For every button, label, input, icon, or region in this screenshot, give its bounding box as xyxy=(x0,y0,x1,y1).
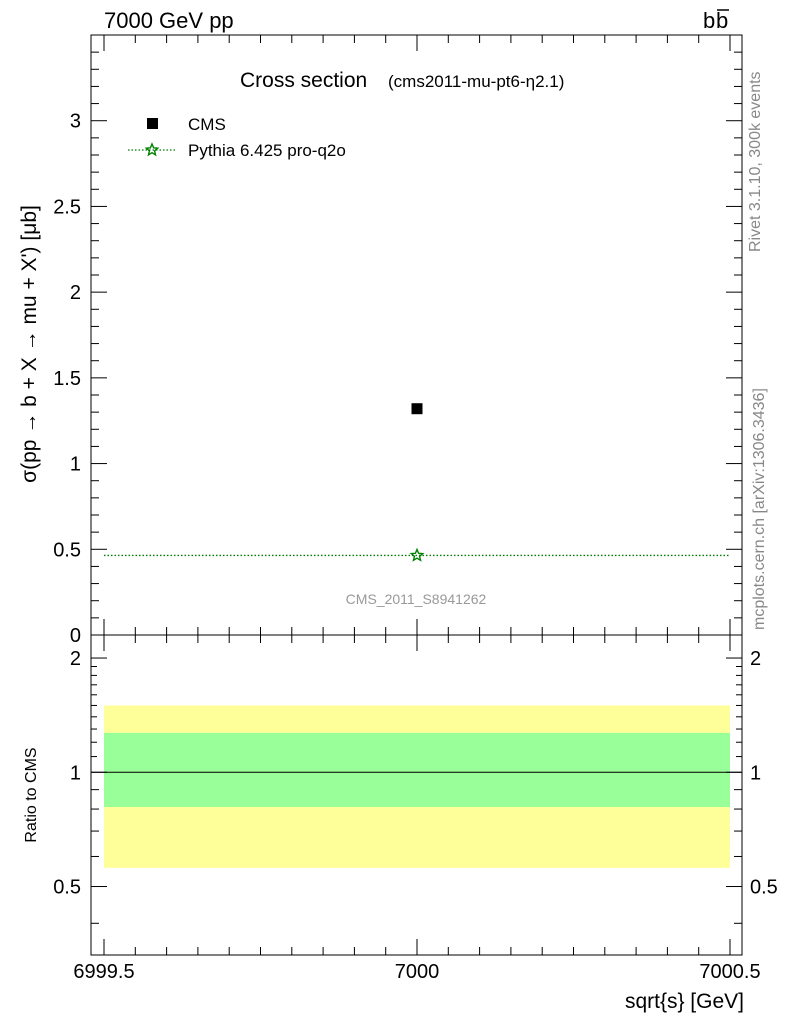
main-series-layer xyxy=(104,403,730,562)
y-tick-label: 1 xyxy=(70,454,81,476)
legend-label-pythia: Pythia 6.425 pro-q2o xyxy=(188,141,346,160)
legend-square-marker xyxy=(147,118,158,129)
x-tick-label: 7000.5 xyxy=(699,961,760,983)
ratio-y-tick-label-right: 0.5 xyxy=(750,877,778,899)
pythia-point xyxy=(409,547,425,562)
ratio-y-tick-label-right: 2 xyxy=(750,648,761,670)
ratio-x-ticks: 6999.5 7000 7000.5 xyxy=(73,635,761,983)
main-title: Cross section xyxy=(240,69,367,92)
main-y-axis-label: σ(pp → b + X → mu + X') [μb] xyxy=(18,205,41,483)
header-left: 7000 GeV pp xyxy=(104,8,234,33)
legend-entry-cms: CMS xyxy=(147,115,226,134)
y-tick-label: 2 xyxy=(70,282,81,304)
ratio-panel: 0.5 0.5 1 1 2 2 6999.5 7000 7000.5 Ratio to CMS… xyxy=(23,634,778,1013)
rivet-label: Rivet 3.1.10, 300k events xyxy=(747,71,764,252)
ratio-y-tick-label-right: 1 xyxy=(750,762,761,784)
ratio-band-inner xyxy=(104,732,730,808)
legend-entry-pythia: Pythia 6.425 pro-q2o xyxy=(128,141,346,160)
y-tick-label: 0 xyxy=(70,625,81,647)
x-tick-label: 7000 xyxy=(395,961,440,983)
watermark: CMS_2011_S8941262 xyxy=(346,591,487,607)
ratio-bands xyxy=(104,705,730,868)
main-panel: 0 0.5 1 1.5 2 2.5 3 Cross section (cms2011-mu-… xyxy=(18,34,743,647)
x-axis-label: sqrt{s} [GeV] xyxy=(625,990,744,1013)
y-tick-label: 2.5 xyxy=(53,196,81,218)
mcplots-label: mcplots.cern.ch [arXiv:1306.3436] xyxy=(751,388,768,630)
cms-data-point xyxy=(411,403,423,415)
legend-label-cms: CMS xyxy=(188,115,226,134)
y-tick-label: 3 xyxy=(70,111,81,133)
header-right-bar: b xyxy=(716,8,728,33)
legend: CMS Pythia 6.425 pro-q2o xyxy=(128,115,346,160)
y-tick-label: 0.5 xyxy=(53,539,81,561)
header-right-base: b xyxy=(703,8,715,33)
main-x-ticks xyxy=(103,35,731,635)
legend-star-marker xyxy=(144,142,160,157)
main-subtitle: (cms2011-mu-pt6-η2.1) xyxy=(388,72,564,91)
y-tick-label: 1.5 xyxy=(53,368,81,390)
ratio-y-ticks: 0.5 0.5 1 1 2 2 xyxy=(53,648,778,924)
ratio-y-tick-label-left: 2 xyxy=(70,648,81,670)
ratio-y-tick-label-left: 1 xyxy=(70,762,81,784)
ratio-y-axis-label: Ratio to CMS xyxy=(23,747,40,842)
x-tick-label: 6999.5 xyxy=(73,961,134,983)
header-right: b b xyxy=(703,8,729,33)
ratio-y-tick-label-left: 0.5 xyxy=(53,877,81,899)
main-y-ticks: 0 0.5 1 1.5 2 2.5 3 xyxy=(53,34,742,647)
